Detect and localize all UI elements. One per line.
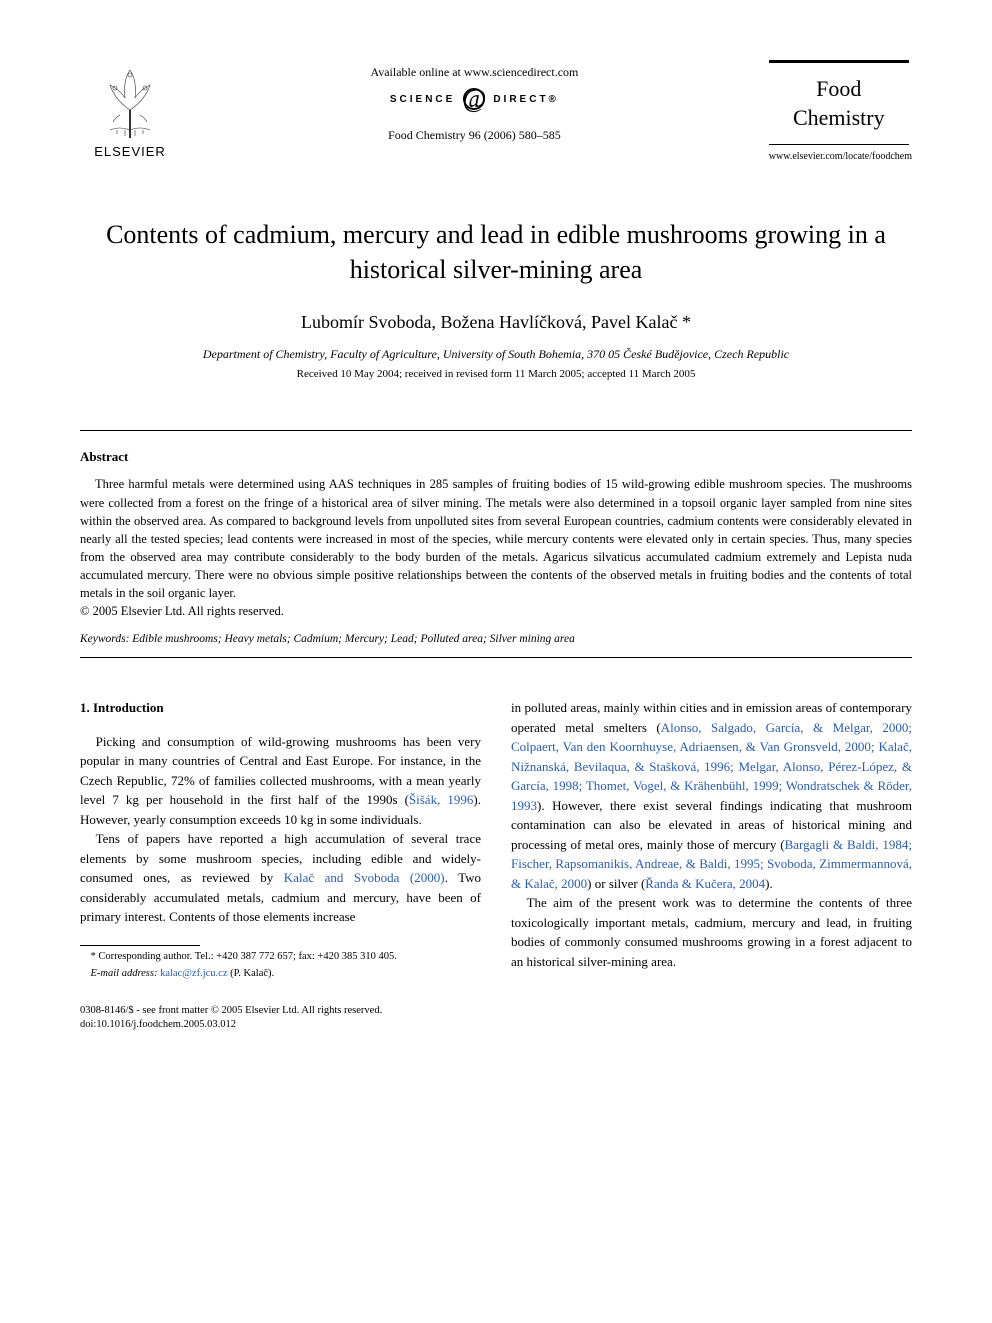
journal-name-line1: Food — [777, 75, 901, 104]
journal-title-block: Food Chemistry www.elsevier.com/locate/f… — [769, 60, 912, 162]
section-1-heading: 1. Introduction — [80, 698, 481, 718]
email-author-name: (P. Kalač). — [227, 968, 274, 979]
article-dates: Received 10 May 2004; received in revise… — [80, 368, 912, 380]
sciencedirect-logo: SCIENCE @ DIRECT® — [390, 88, 559, 110]
email-label: E-mail address: — [91, 968, 158, 979]
center-header: Available online at www.sciencedirect.co… — [180, 60, 769, 143]
journal-reference: Food Chemistry 96 (2006) 580–585 — [180, 128, 769, 143]
divider-top — [80, 430, 912, 431]
keywords-label: Keywords: — [80, 633, 129, 645]
keywords-line: Keywords: Edible mushrooms; Heavy metals… — [80, 633, 912, 645]
footer-doi: doi:10.1016/j.foodchem.2005.03.012 — [80, 1018, 912, 1032]
elsevier-tree-icon — [95, 60, 165, 140]
abstract-copyright: © 2005 Elsevier Ltd. All rights reserved… — [80, 604, 912, 619]
ref-sisak-1996[interactable]: Šišák, 1996 — [409, 792, 474, 807]
sd-text-right: DIRECT® — [493, 94, 559, 105]
authors: Lubomír Svoboda, Božena Havlíčková, Pave… — [80, 312, 912, 333]
keywords-text: Edible mushrooms; Heavy metals; Cadmium;… — [129, 633, 574, 645]
footnote-email-line: E-mail address: kalac@zf.jcu.cz (P. Kala… — [80, 966, 481, 982]
sd-at-icon: @ — [463, 88, 485, 110]
ref-randa-kucera-2004[interactable]: Řanda & Kučera, 2004 — [645, 876, 765, 891]
intro-p3: in polluted areas, mainly within cities … — [511, 698, 912, 893]
email-link[interactable]: kalac@zf.jcu.cz — [160, 968, 227, 979]
corresponding-author-footnote: * Corresponding author. Tel.: +420 387 7… — [80, 950, 481, 965]
left-column: 1. Introduction Picking and consumption … — [80, 698, 481, 982]
affiliation: Department of Chemistry, Faculty of Agri… — [80, 347, 912, 362]
footer-copyright: 0308-8146/$ - see front matter © 2005 El… — [80, 1004, 912, 1018]
journal-url: www.elsevier.com/locate/foodchem — [769, 151, 912, 162]
intro-p2: Tens of papers have reported a high accu… — [80, 829, 481, 927]
ref-kalac-svoboda-2000[interactable]: Kalač and Svoboda (2000) — [284, 870, 445, 885]
sd-text-left: SCIENCE — [390, 94, 455, 105]
publisher-name: ELSEVIER — [94, 144, 166, 159]
article-title: Contents of cadmium, mercury and lead in… — [80, 217, 912, 287]
available-online-text: Available online at www.sciencedirect.co… — [180, 65, 769, 80]
intro-p1: Picking and consumption of wild-growing … — [80, 732, 481, 830]
footnote-divider — [80, 945, 200, 946]
publisher-logo-block: ELSEVIER — [80, 60, 180, 159]
right-column: in polluted areas, mainly within cities … — [511, 698, 912, 982]
header-row: ELSEVIER Available online at www.science… — [80, 60, 912, 162]
page-footer: 0308-8146/$ - see front matter © 2005 El… — [80, 1004, 912, 1032]
intro-p4: The aim of the present work was to deter… — [511, 893, 912, 971]
journal-name-line2: Chemistry — [777, 104, 901, 133]
abstract-text: Three harmful metals were determined usi… — [80, 475, 912, 602]
divider-bottom — [80, 657, 912, 658]
abstract-heading: Abstract — [80, 449, 912, 465]
body-columns: 1. Introduction Picking and consumption … — [80, 698, 912, 982]
